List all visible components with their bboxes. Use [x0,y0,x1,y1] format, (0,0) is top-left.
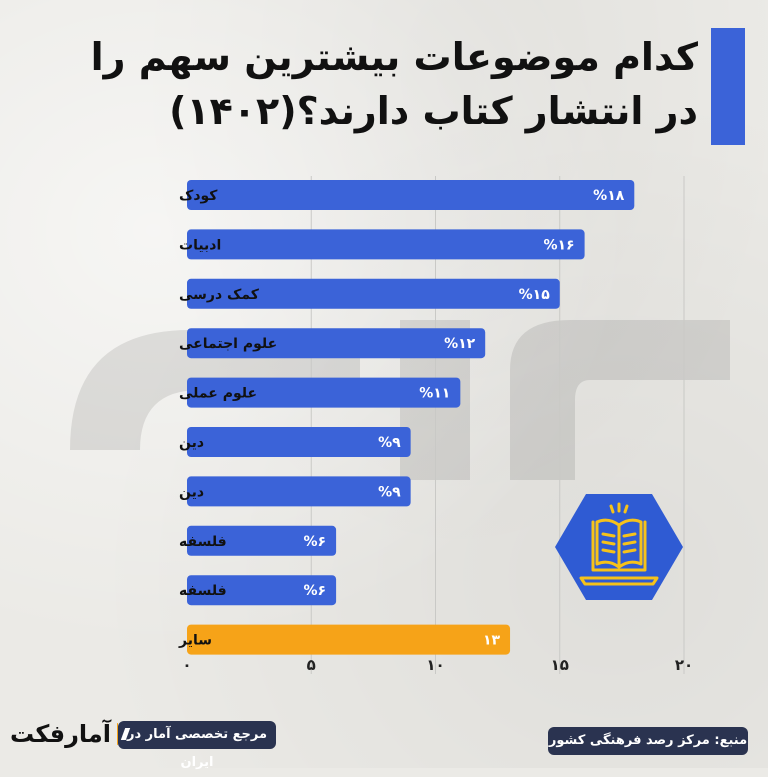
x-tick-label: ۰ [182,656,191,674]
title-line-1: کدام موضوعات بیشترین سهم را [90,35,698,79]
bar-value-label: %۱۵ [519,287,551,303]
bar [187,180,635,210]
bar-value-label: %۶ [304,583,327,599]
category-label: دین [179,435,204,451]
bar-value-label: %۱۲ [444,336,476,352]
category-label: فلسفه [179,534,227,550]
bar [187,427,411,457]
category-label: سایر [178,633,212,649]
x-tick-label: ۲۰ [675,656,693,674]
bar-value-label: %۹ [378,484,401,500]
category-label: ادبیات [179,237,221,253]
bar [187,624,511,655]
bar-value-label: %۱۱ [419,386,450,402]
bar-value-label: %۶ [304,534,327,550]
bar-value-label: %۹ [378,435,401,451]
bar [187,229,585,260]
brand-name: آمارفکت [10,720,111,748]
bar [187,525,337,556]
category-label: علوم اجتماعی [179,336,277,352]
bar [187,278,560,309]
x-tick-label: ۱۰ [426,656,444,674]
bar-value-label: %۱۸ [593,188,625,204]
bar [187,328,486,359]
title-line-2: در انتشار کتاب دارند؟(۱۴۰۲) [169,89,698,133]
x-tick-label: ۵ [307,656,316,674]
bar [187,476,411,507]
category-label: کودک [179,188,218,204]
bar [187,377,461,408]
bar-value-label: ۱۳ [483,633,501,649]
category-label: فلسفه [179,583,227,599]
category-label: علوم عملی [179,386,257,402]
category-label: دین [179,484,204,500]
page-title: کدام موضوعات بیشترین سهم را در انتشار کت… [78,30,698,138]
open-book-laptop-icon [555,494,683,600]
bar-value-label: %۱۶ [543,237,574,253]
brand-logo: آمارفکت [10,716,118,752]
source-label: منبع: مرکز رصد فرهنگی کشور [548,727,748,755]
x-tick-label: ۱۵ [551,656,569,674]
title-accent-bar [711,28,745,145]
bar [187,575,337,606]
category-label: کمک درسی [179,287,260,303]
brand-mark-icon [117,723,118,745]
tagline-label: مرجع تخصصی آمار در ایران [118,721,276,770]
